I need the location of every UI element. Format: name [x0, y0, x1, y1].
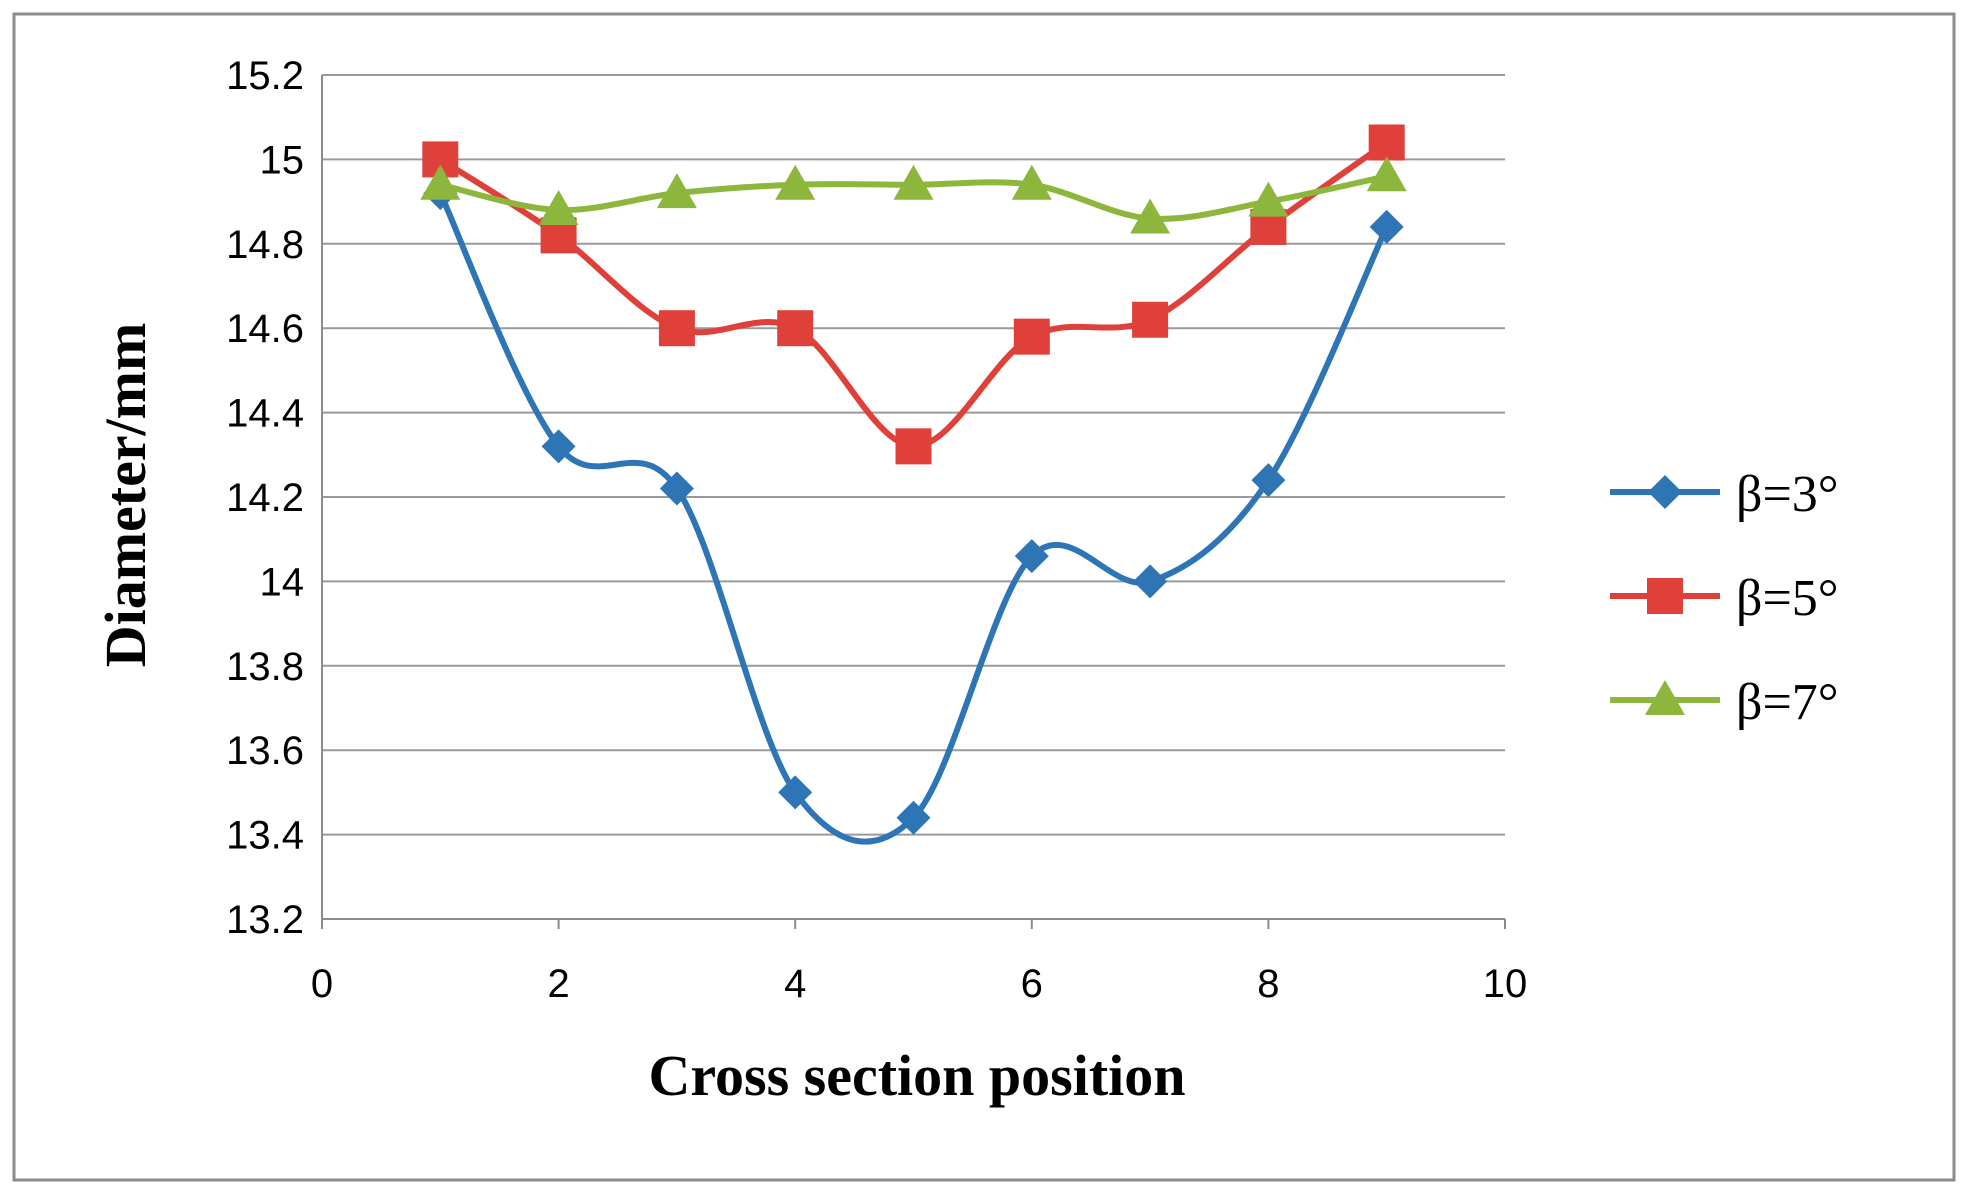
- series-3-point: [1011, 164, 1052, 200]
- x-tick-label: 8: [1257, 962, 1279, 1006]
- legend-label: β=3°: [1736, 466, 1839, 523]
- y-tick-label: 13.8: [226, 645, 304, 689]
- series-2-point: [777, 310, 814, 347]
- series-1-point: [1133, 564, 1168, 599]
- y-tick-label: 13.6: [226, 729, 304, 773]
- series-1-point: [541, 429, 576, 464]
- x-tick-label: 4: [784, 962, 806, 1006]
- series-1-point: [778, 775, 813, 810]
- legend: β=3° β=5° β=7°: [1610, 466, 1839, 731]
- series-3-point: [420, 164, 461, 200]
- series-3-point: [775, 164, 816, 200]
- series-3-point: [893, 164, 934, 200]
- legend-marker: [1648, 475, 1682, 509]
- y-tick-label: 14: [260, 560, 305, 604]
- series-1-point: [659, 471, 694, 506]
- legend-item: β=5°: [1610, 570, 1839, 627]
- x-tick-label: 2: [547, 962, 569, 1006]
- y-axis-tick-labels: 13.2 13.4 13.6 13.8 14 14.2 14.4 14.6 14.8 15 15.2: [226, 54, 304, 942]
- series-2-point: [895, 428, 932, 465]
- x-tick-label: 10: [1483, 962, 1528, 1006]
- series-markers: [420, 124, 1407, 835]
- series-3-point: [1366, 156, 1407, 192]
- series-1-point: [1369, 209, 1404, 244]
- x-tick-label: 6: [1021, 962, 1043, 1006]
- legend-label: β=5°: [1736, 570, 1839, 627]
- series-1-point: [1251, 463, 1286, 498]
- y-tick-label: 15.2: [226, 54, 304, 98]
- series-1-point: [1014, 539, 1049, 574]
- axes: [321, 75, 1506, 929]
- legend-marker: [1647, 578, 1683, 614]
- x-tick-label: 0: [311, 962, 333, 1006]
- series-2-point: [1132, 301, 1169, 338]
- y-tick-label: 14.4: [226, 392, 304, 436]
- y-tick-label: 14.8: [226, 223, 304, 267]
- y-axis-title: Diameter/mm: [93, 323, 158, 668]
- series-3-point: [656, 173, 697, 209]
- series-2-point: [1368, 124, 1405, 161]
- y-tick-label: 14.2: [226, 476, 304, 520]
- legend-marker: [1645, 680, 1685, 715]
- series-3-point: [1248, 181, 1289, 217]
- y-tick-label: 13.2: [226, 898, 304, 942]
- legend-item: β=7°: [1610, 674, 1839, 731]
- y-tick-label: 13.4: [226, 814, 304, 858]
- y-tick-label: 15: [260, 138, 305, 182]
- x-axis-title: Cross section position: [648, 1043, 1185, 1108]
- series-3-point: [538, 190, 579, 226]
- legend-label: β=7°: [1736, 674, 1839, 731]
- series-2-point: [658, 310, 695, 347]
- series-3-point: [1130, 198, 1171, 234]
- series-1-point: [896, 800, 931, 835]
- legend-item: β=3°: [1610, 466, 1839, 523]
- series-2-point: [1013, 318, 1050, 355]
- x-axis-tick-labels: 0 2 4 6 8 10: [311, 962, 1527, 1006]
- y-tick-label: 14.6: [226, 307, 304, 351]
